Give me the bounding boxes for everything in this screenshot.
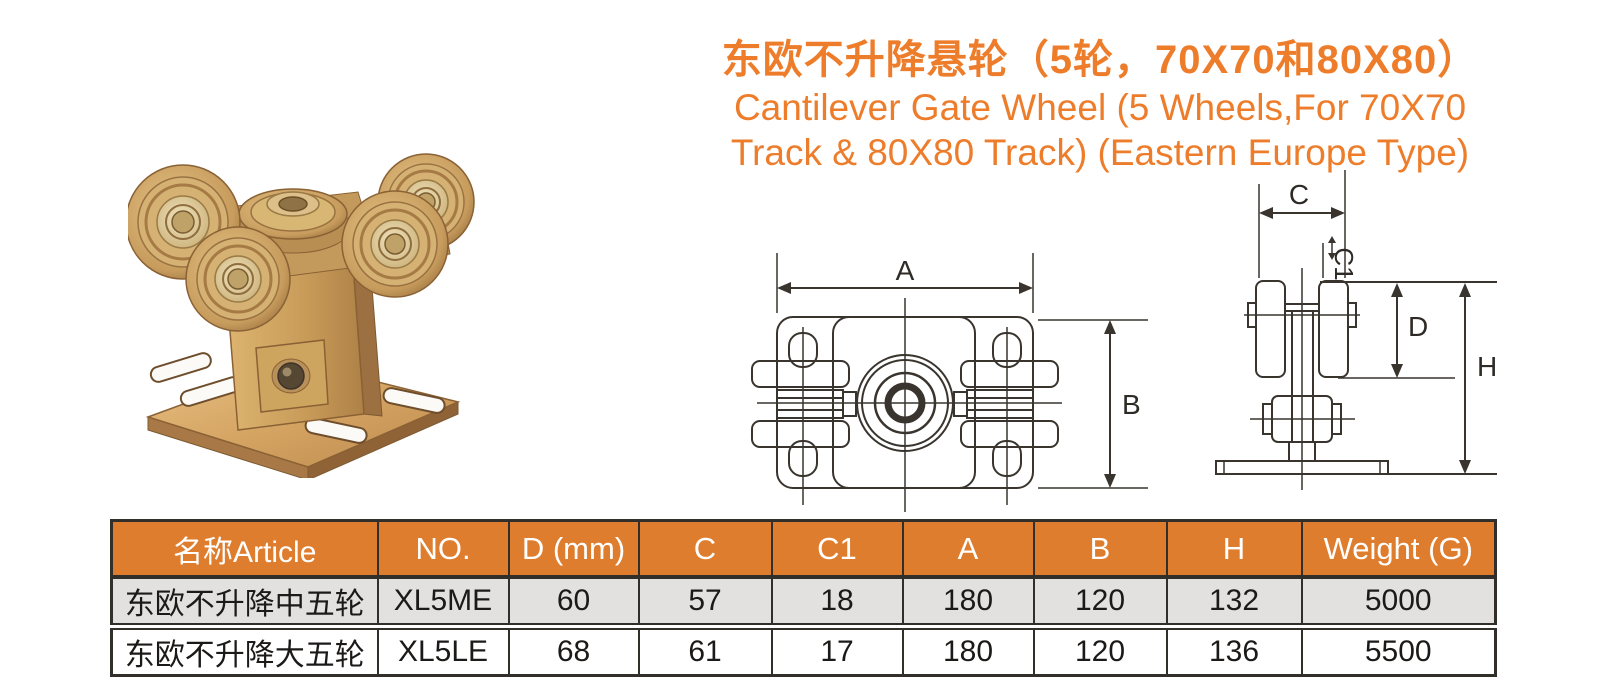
col-header-d: D (mm) xyxy=(507,519,640,578)
cell-no: XL5ME xyxy=(376,575,510,628)
cell-weight: 5500 xyxy=(1300,623,1497,677)
cell-d: 68 xyxy=(507,623,640,677)
col-header-c: C xyxy=(637,519,773,578)
cell-no: XL5LE xyxy=(376,623,510,677)
product-title: 东欧不升降悬轮（5轮，70X70和80X80） Cantilever Gate … xyxy=(690,36,1510,175)
product-photo xyxy=(128,153,475,478)
col-header-article: 名称Article xyxy=(110,519,379,578)
dimension-c: C xyxy=(1258,170,1346,278)
col-header-weight: Weight (G) xyxy=(1300,519,1497,578)
photo-slot-hole xyxy=(149,352,212,383)
table-row: 东欧不升降中五轮 XL5ME 60 57 18 180 120 132 5000 xyxy=(110,575,1497,628)
cell-weight: 5000 xyxy=(1300,575,1497,628)
dim-label-c1: C1 xyxy=(1329,247,1359,280)
photo-bolt xyxy=(277,362,305,390)
product-title-en-line2: Track & 80X80 Track) (Eastern Europe Typ… xyxy=(730,131,1470,173)
cell-b: 120 xyxy=(1032,575,1168,628)
photo-top-wheel xyxy=(234,188,352,254)
dimension-c1: C1 xyxy=(1322,236,1359,281)
cell-c1: 18 xyxy=(770,575,904,628)
dim-label-d: D xyxy=(1408,311,1428,342)
spec-table: 名称Article NO. D (mm) C C1 A B H Weight (… xyxy=(110,519,1497,677)
photo-wheel xyxy=(341,190,449,298)
dimension-d: D xyxy=(1338,283,1455,379)
cell-a: 180 xyxy=(901,623,1035,677)
col-header-no: NO. xyxy=(376,519,510,578)
dim-label-c: C xyxy=(1289,179,1309,210)
dim-label-a: A xyxy=(896,255,915,286)
photo-body xyxy=(225,263,383,431)
col-header-c1: C1 xyxy=(770,519,904,578)
technical-drawings: A B xyxy=(751,170,1497,512)
table-header-row: 名称Article NO. D (mm) C C1 A B H Weight (… xyxy=(110,519,1497,578)
col-header-h: H xyxy=(1165,519,1303,578)
table-row: 东欧不升降大五轮 XL5LE 68 61 17 180 120 136 5500 xyxy=(110,623,1497,677)
cell-article: 东欧不升降大五轮 xyxy=(110,623,379,677)
top-view-drawing: A B xyxy=(751,253,1148,512)
product-title-zh: 东欧不升降悬轮（5轮，70X70和80X80） xyxy=(721,38,1479,82)
cell-c: 57 xyxy=(637,575,773,628)
cell-h: 132 xyxy=(1165,575,1303,628)
photo-slot-hole xyxy=(382,387,446,414)
cell-a: 180 xyxy=(901,575,1035,628)
side-view-drawing: C C1 D H xyxy=(1215,170,1497,490)
photo-wheel xyxy=(185,226,291,332)
photo-slot-hole xyxy=(304,417,368,444)
product-title-en-line1: Cantilever Gate Wheel (5 Wheels,For 70X7… xyxy=(733,86,1467,128)
cell-h: 136 xyxy=(1165,623,1303,677)
cell-b: 120 xyxy=(1032,623,1168,677)
col-header-a: A xyxy=(901,519,1035,578)
col-header-b: B xyxy=(1032,519,1168,578)
cell-d: 60 xyxy=(507,575,640,628)
dimension-b: B xyxy=(1038,319,1148,489)
cell-c: 61 xyxy=(637,623,773,677)
dim-label-h: H xyxy=(1477,351,1497,382)
dim-label-b: B xyxy=(1122,389,1141,420)
dimension-h: H xyxy=(1459,283,1497,474)
cell-c1: 17 xyxy=(770,623,904,677)
dimension-a: A xyxy=(776,253,1034,313)
cell-article: 东欧不升降中五轮 xyxy=(110,575,379,628)
